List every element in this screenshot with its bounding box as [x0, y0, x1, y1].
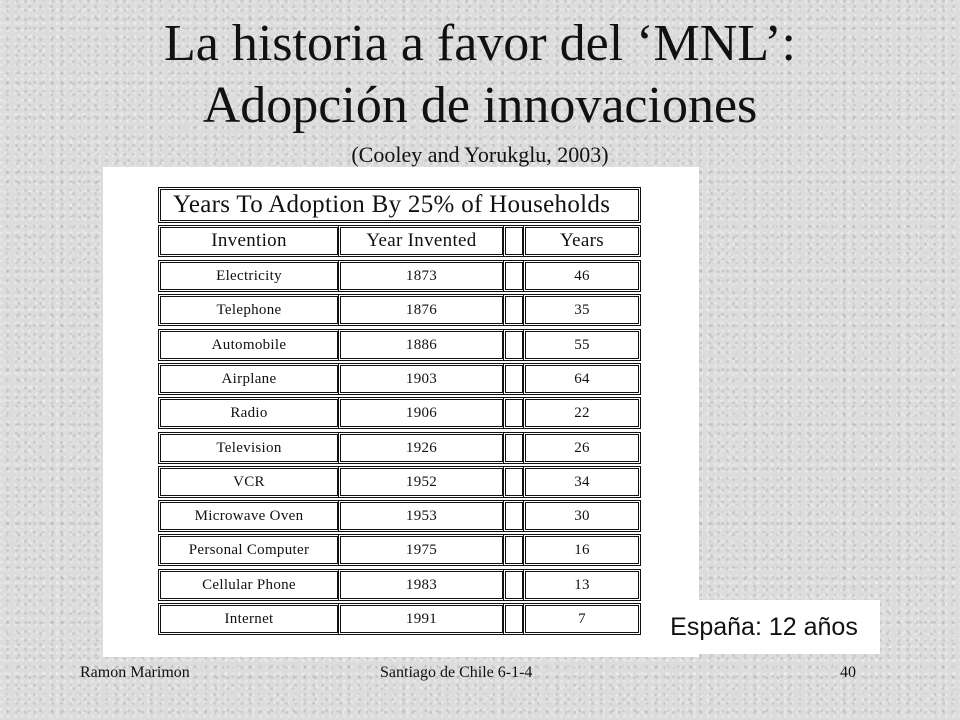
cell-spacer [503, 603, 525, 635]
cell-spacer [503, 500, 525, 532]
cell-spacer [503, 294, 525, 326]
header-spacer [503, 225, 525, 257]
adoption-table: Years To Adoption By 25% of Households I… [103, 167, 699, 657]
cell-year-invented: 1926 [338, 432, 505, 464]
cell-year-invented: 1873 [338, 260, 505, 292]
cell-year-invented: 1983 [338, 569, 505, 601]
header-year-invented: Year Invented [338, 225, 505, 257]
cell-invention: Microwave Oven [158, 500, 340, 532]
cell-spacer [503, 466, 525, 498]
table-title: Years To Adoption By 25% of Households [158, 187, 641, 223]
cell-invention: Telephone [158, 294, 340, 326]
cell-spacer [503, 432, 525, 464]
cell-year-invented: 1886 [338, 329, 505, 361]
cell-years: 34 [523, 466, 641, 498]
cell-years: 16 [523, 534, 641, 566]
cell-invention: Internet [158, 603, 340, 635]
cell-invention: Television [158, 432, 340, 464]
cell-spacer [503, 363, 525, 395]
cell-year-invented: 1975 [338, 534, 505, 566]
page-number: 40 [840, 664, 856, 681]
cell-spacer [503, 397, 525, 429]
cell-spacer [503, 534, 525, 566]
cell-year-invented: 1876 [338, 294, 505, 326]
spain-callout: España: 12 años [648, 600, 880, 654]
slide-title-line1: La historia a favor del ‘MNL’: [164, 15, 796, 72]
cell-invention: Electricity [158, 260, 340, 292]
cell-spacer [503, 260, 525, 292]
header-years: Years [523, 225, 641, 257]
cell-invention: Cellular Phone [158, 569, 340, 601]
slide-title-line2: Adopción de innovaciones [202, 77, 758, 134]
cell-years: 22 [523, 397, 641, 429]
cell-invention: Airplane [158, 363, 340, 395]
cell-spacer [503, 569, 525, 601]
cell-years: 46 [523, 260, 641, 292]
cell-year-invented: 1952 [338, 466, 505, 498]
cell-spacer [503, 329, 525, 361]
footer-place: Santiago de Chile 6-1-4 [380, 664, 533, 681]
cell-years: 55 [523, 329, 641, 361]
cell-years: 30 [523, 500, 641, 532]
cell-years: 26 [523, 432, 641, 464]
cell-year-invented: 1953 [338, 500, 505, 532]
cell-years: 35 [523, 294, 641, 326]
cell-years: 64 [523, 363, 641, 395]
cell-year-invented: 1906 [338, 397, 505, 429]
cell-invention: VCR [158, 466, 340, 498]
cell-year-invented: 1991 [338, 603, 505, 635]
header-invention: Invention [158, 225, 340, 257]
slide-subtitle: (Cooley and Yorukglu, 2003) [351, 142, 609, 167]
cell-invention: Automobile [158, 329, 340, 361]
cell-year-invented: 1903 [338, 363, 505, 395]
cell-years: 13 [523, 569, 641, 601]
cell-years: 7 [523, 603, 641, 635]
cell-invention: Radio [158, 397, 340, 429]
footer-author: Ramon Marimon [80, 664, 190, 681]
cell-invention: Personal Computer [158, 534, 340, 566]
